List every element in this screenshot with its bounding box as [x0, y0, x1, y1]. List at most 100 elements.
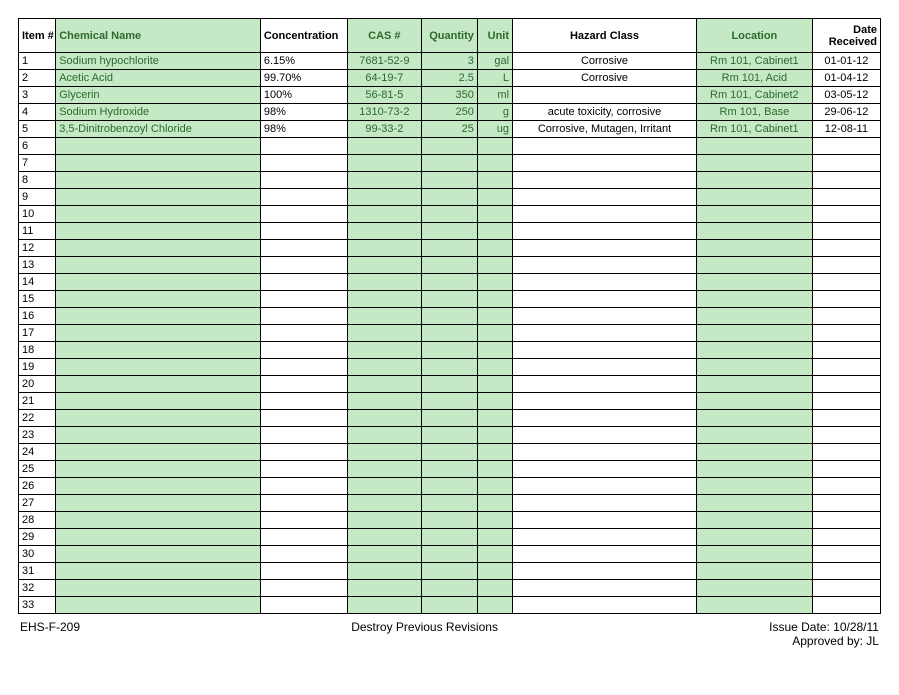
cell-haz [513, 308, 697, 325]
table-row: 18 [19, 342, 881, 359]
cell-qty [422, 597, 478, 614]
cell-name: Sodium Hydroxide [56, 104, 261, 121]
table-row: 11 [19, 223, 881, 240]
cell-loc [696, 308, 812, 325]
cell-conc [260, 359, 347, 376]
cell-qty: 250 [422, 104, 478, 121]
cell-cas [347, 308, 421, 325]
table-row: 28 [19, 512, 881, 529]
cell-date [812, 529, 880, 546]
cell-cas: 64-19-7 [347, 70, 421, 87]
cell-conc [260, 546, 347, 563]
cell-conc [260, 495, 347, 512]
cell-name [56, 257, 261, 274]
cell-date [812, 580, 880, 597]
cell-qty [422, 308, 478, 325]
cell-haz [513, 444, 697, 461]
cell-loc [696, 444, 812, 461]
cell-cas [347, 376, 421, 393]
cell-name [56, 546, 261, 563]
cell-cas [347, 580, 421, 597]
col-header-name: Chemical Name [56, 19, 261, 53]
cell-name: 3,5-Dinitrobenzoyl Chloride [56, 121, 261, 138]
cell-haz [513, 325, 697, 342]
cell-name [56, 580, 261, 597]
table-row: 23 [19, 427, 881, 444]
table-row: 31 [19, 563, 881, 580]
table-row: 4Sodium Hydroxide98%1310-73-2250gacute t… [19, 104, 881, 121]
cell-name [56, 376, 261, 393]
cell-item: 32 [19, 580, 56, 597]
cell-loc [696, 512, 812, 529]
cell-haz [513, 257, 697, 274]
cell-conc [260, 393, 347, 410]
cell-conc [260, 308, 347, 325]
cell-unit [477, 563, 512, 580]
table-row: 12 [19, 240, 881, 257]
table-row: 30 [19, 546, 881, 563]
cell-item: 29 [19, 529, 56, 546]
cell-item: 17 [19, 325, 56, 342]
cell-loc: Rm 101, Cabinet1 [696, 121, 812, 138]
cell-unit: ml [477, 87, 512, 104]
cell-conc [260, 461, 347, 478]
cell-loc [696, 257, 812, 274]
cell-qty [422, 359, 478, 376]
cell-qty [422, 529, 478, 546]
cell-loc [696, 546, 812, 563]
cell-item: 15 [19, 291, 56, 308]
cell-conc: 98% [260, 121, 347, 138]
cell-qty: 2.5 [422, 70, 478, 87]
cell-unit [477, 308, 512, 325]
cell-loc [696, 580, 812, 597]
cell-cas [347, 325, 421, 342]
cell-name [56, 240, 261, 257]
cell-haz [513, 478, 697, 495]
cell-item: 26 [19, 478, 56, 495]
cell-name [56, 172, 261, 189]
cell-qty [422, 495, 478, 512]
cell-cas [347, 291, 421, 308]
cell-item: 19 [19, 359, 56, 376]
cell-item: 10 [19, 206, 56, 223]
cell-conc [260, 512, 347, 529]
cell-item: 22 [19, 410, 56, 427]
cell-haz [513, 410, 697, 427]
table-row: 22 [19, 410, 881, 427]
cell-unit [477, 478, 512, 495]
cell-date [812, 478, 880, 495]
cell-qty [422, 257, 478, 274]
cell-name [56, 274, 261, 291]
cell-item: 14 [19, 274, 56, 291]
cell-conc [260, 478, 347, 495]
table-row: 19 [19, 359, 881, 376]
cell-cas [347, 410, 421, 427]
table-row: 6 [19, 138, 881, 155]
cell-haz [513, 546, 697, 563]
cell-conc [260, 325, 347, 342]
cell-date [812, 597, 880, 614]
cell-qty [422, 512, 478, 529]
cell-unit [477, 376, 512, 393]
cell-cas [347, 172, 421, 189]
cell-item: 21 [19, 393, 56, 410]
issue-date-value: 10/28/11 [833, 620, 879, 634]
cell-date [812, 546, 880, 563]
table-row: 53,5-Dinitrobenzoyl Chloride98%99-33-225… [19, 121, 881, 138]
cell-conc [260, 257, 347, 274]
cell-date [812, 172, 880, 189]
cell-date [812, 189, 880, 206]
cell-haz [513, 512, 697, 529]
cell-loc [696, 223, 812, 240]
cell-name [56, 155, 261, 172]
cell-date [812, 376, 880, 393]
cell-name: Acetic Acid [56, 70, 261, 87]
cell-unit [477, 580, 512, 597]
cell-conc [260, 580, 347, 597]
cell-loc [696, 240, 812, 257]
cell-date [812, 342, 880, 359]
table-row: 33 [19, 597, 881, 614]
col-header-item: Item # [19, 19, 56, 53]
cell-loc [696, 597, 812, 614]
cell-haz [513, 138, 697, 155]
